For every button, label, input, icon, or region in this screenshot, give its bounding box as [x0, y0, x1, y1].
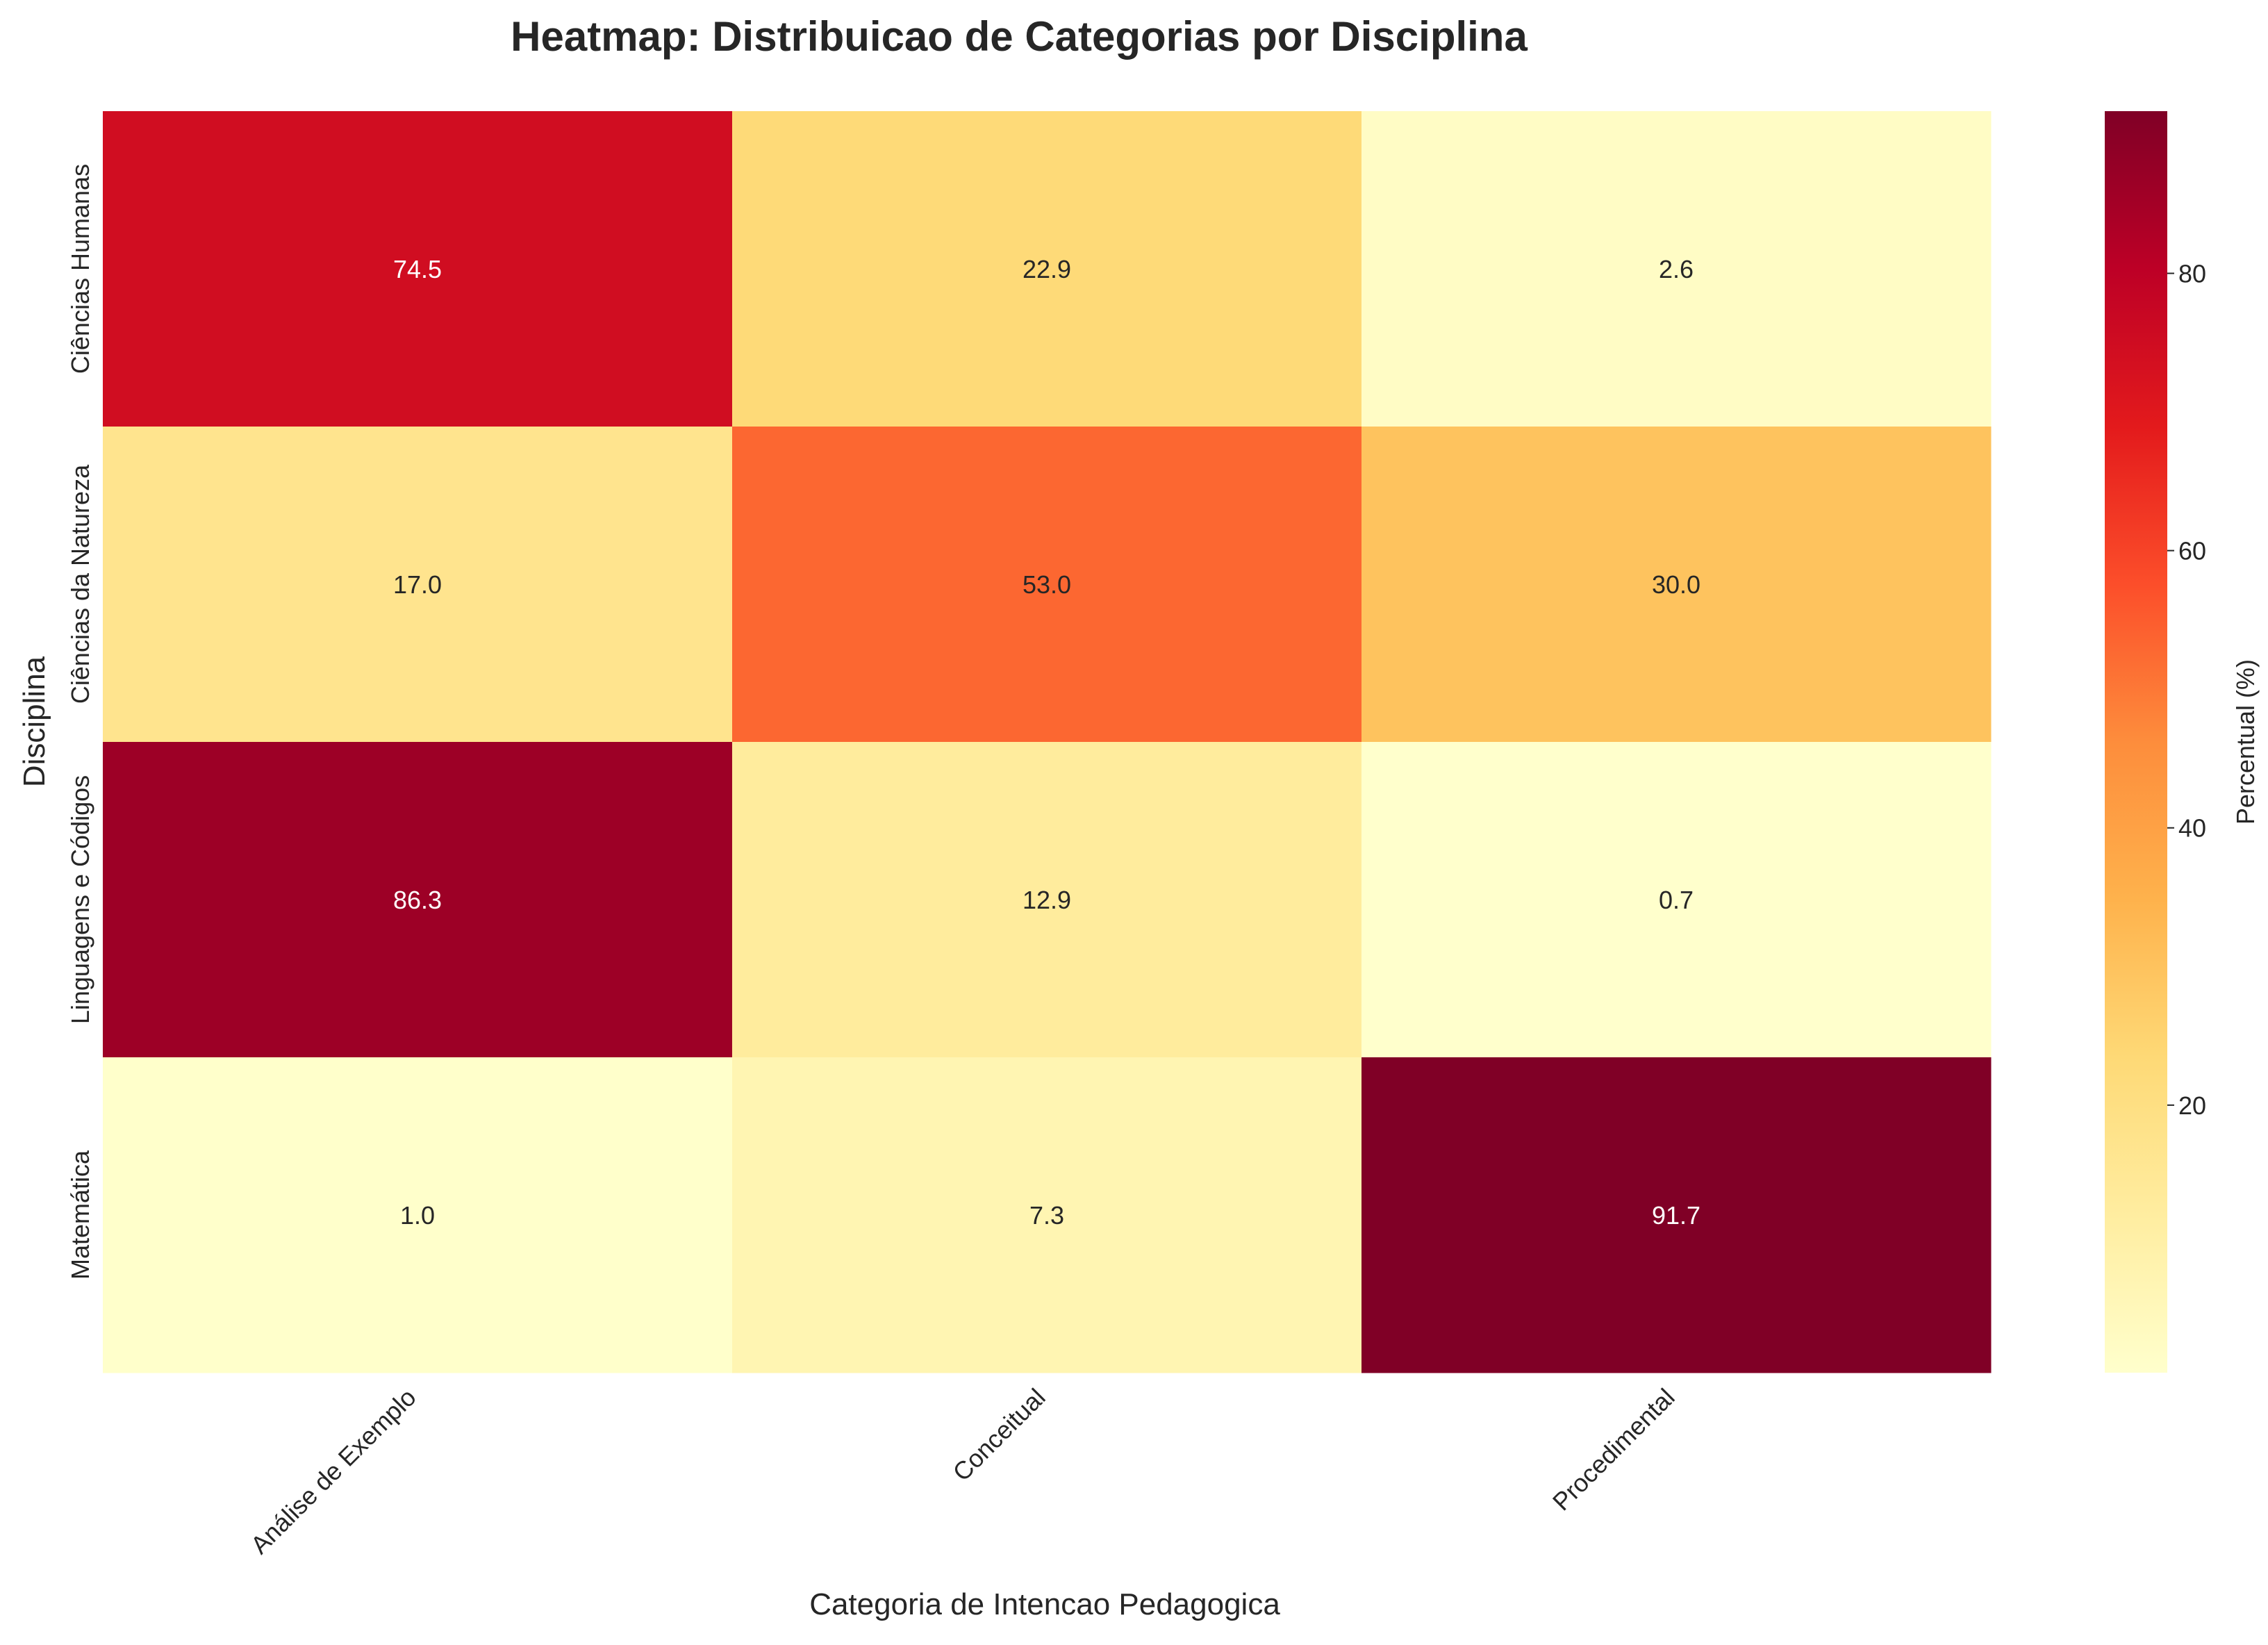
cell-value-label: 74.5	[393, 255, 442, 283]
heatmap-cell	[732, 111, 1362, 427]
x-tick-labels: Análise de Exemplo Conceitual Procedimenta…	[245, 1383, 1680, 1560]
cell-value-label: 30.0	[1652, 570, 1700, 599]
cell-value-label: 86.3	[393, 886, 442, 914]
x-tick-label: Conceitual	[947, 1383, 1050, 1487]
colorbar	[2105, 111, 2167, 1373]
colorbar-ticks: 20 40 60 80	[2167, 259, 2206, 1120]
heatmap-cell	[103, 427, 733, 743]
heatmap-cell	[732, 1057, 1362, 1373]
y-axis-label: Disciplina	[17, 656, 51, 787]
heatmap-cell	[1361, 111, 1992, 427]
y-tick-label: Matemática	[66, 1150, 94, 1280]
colorbar-tick-label: 80	[2178, 259, 2206, 288]
colorbar-tick-label: 40	[2178, 814, 2206, 843]
cell-value-label: 7.3	[1029, 1201, 1064, 1230]
heatmap-cell	[732, 427, 1362, 743]
heatmap-cell	[732, 742, 1362, 1058]
cell-value-label: 91.7	[1652, 1201, 1700, 1230]
x-tick-label: Procedimental	[1547, 1383, 1680, 1516]
chart-title: Heatmap: Distribuicao de Categorias por …	[511, 13, 1528, 60]
y-tick-labels: Ciências Humanas Ciências da Natureza Ling…	[66, 164, 94, 1280]
heatmap-cell	[1361, 1057, 1992, 1373]
cell-value-label: 17.0	[393, 570, 442, 599]
cell-value-label: 0.7	[1659, 886, 1694, 914]
heatmap-cells: 74.5 22.9 2.6 17.0 53.0 30.0 86.3 12.9 0.7 1.0 7.3…	[103, 111, 1992, 1373]
heatmap-cell	[1361, 742, 1992, 1058]
y-tick-label: Linguagens e Códigos	[66, 775, 94, 1024]
heatmap-cell	[103, 742, 733, 1058]
heatmap-cell	[103, 1057, 733, 1373]
x-axis-label: Categoria de Intencao Pedagogica	[809, 1587, 1280, 1621]
cell-value-label: 22.9	[1023, 255, 1071, 283]
cell-value-label: 53.0	[1023, 570, 1071, 599]
colorbar-tick-label: 20	[2178, 1091, 2206, 1120]
heatmap-cell	[1361, 427, 1992, 743]
y-tick-label: Ciências Humanas	[66, 164, 94, 374]
colorbar-label: Percentual (%)	[2231, 659, 2260, 825]
colorbar-tick-label: 60	[2178, 537, 2206, 565]
cell-value-label: 12.9	[1023, 886, 1071, 914]
cell-value-label: 2.6	[1659, 255, 1694, 283]
y-tick-label: Ciências da Natureza	[66, 464, 94, 704]
heatmap-cell	[103, 111, 733, 427]
cell-value-label: 1.0	[400, 1201, 435, 1230]
x-tick-label: Análise de Exemplo	[245, 1383, 422, 1560]
